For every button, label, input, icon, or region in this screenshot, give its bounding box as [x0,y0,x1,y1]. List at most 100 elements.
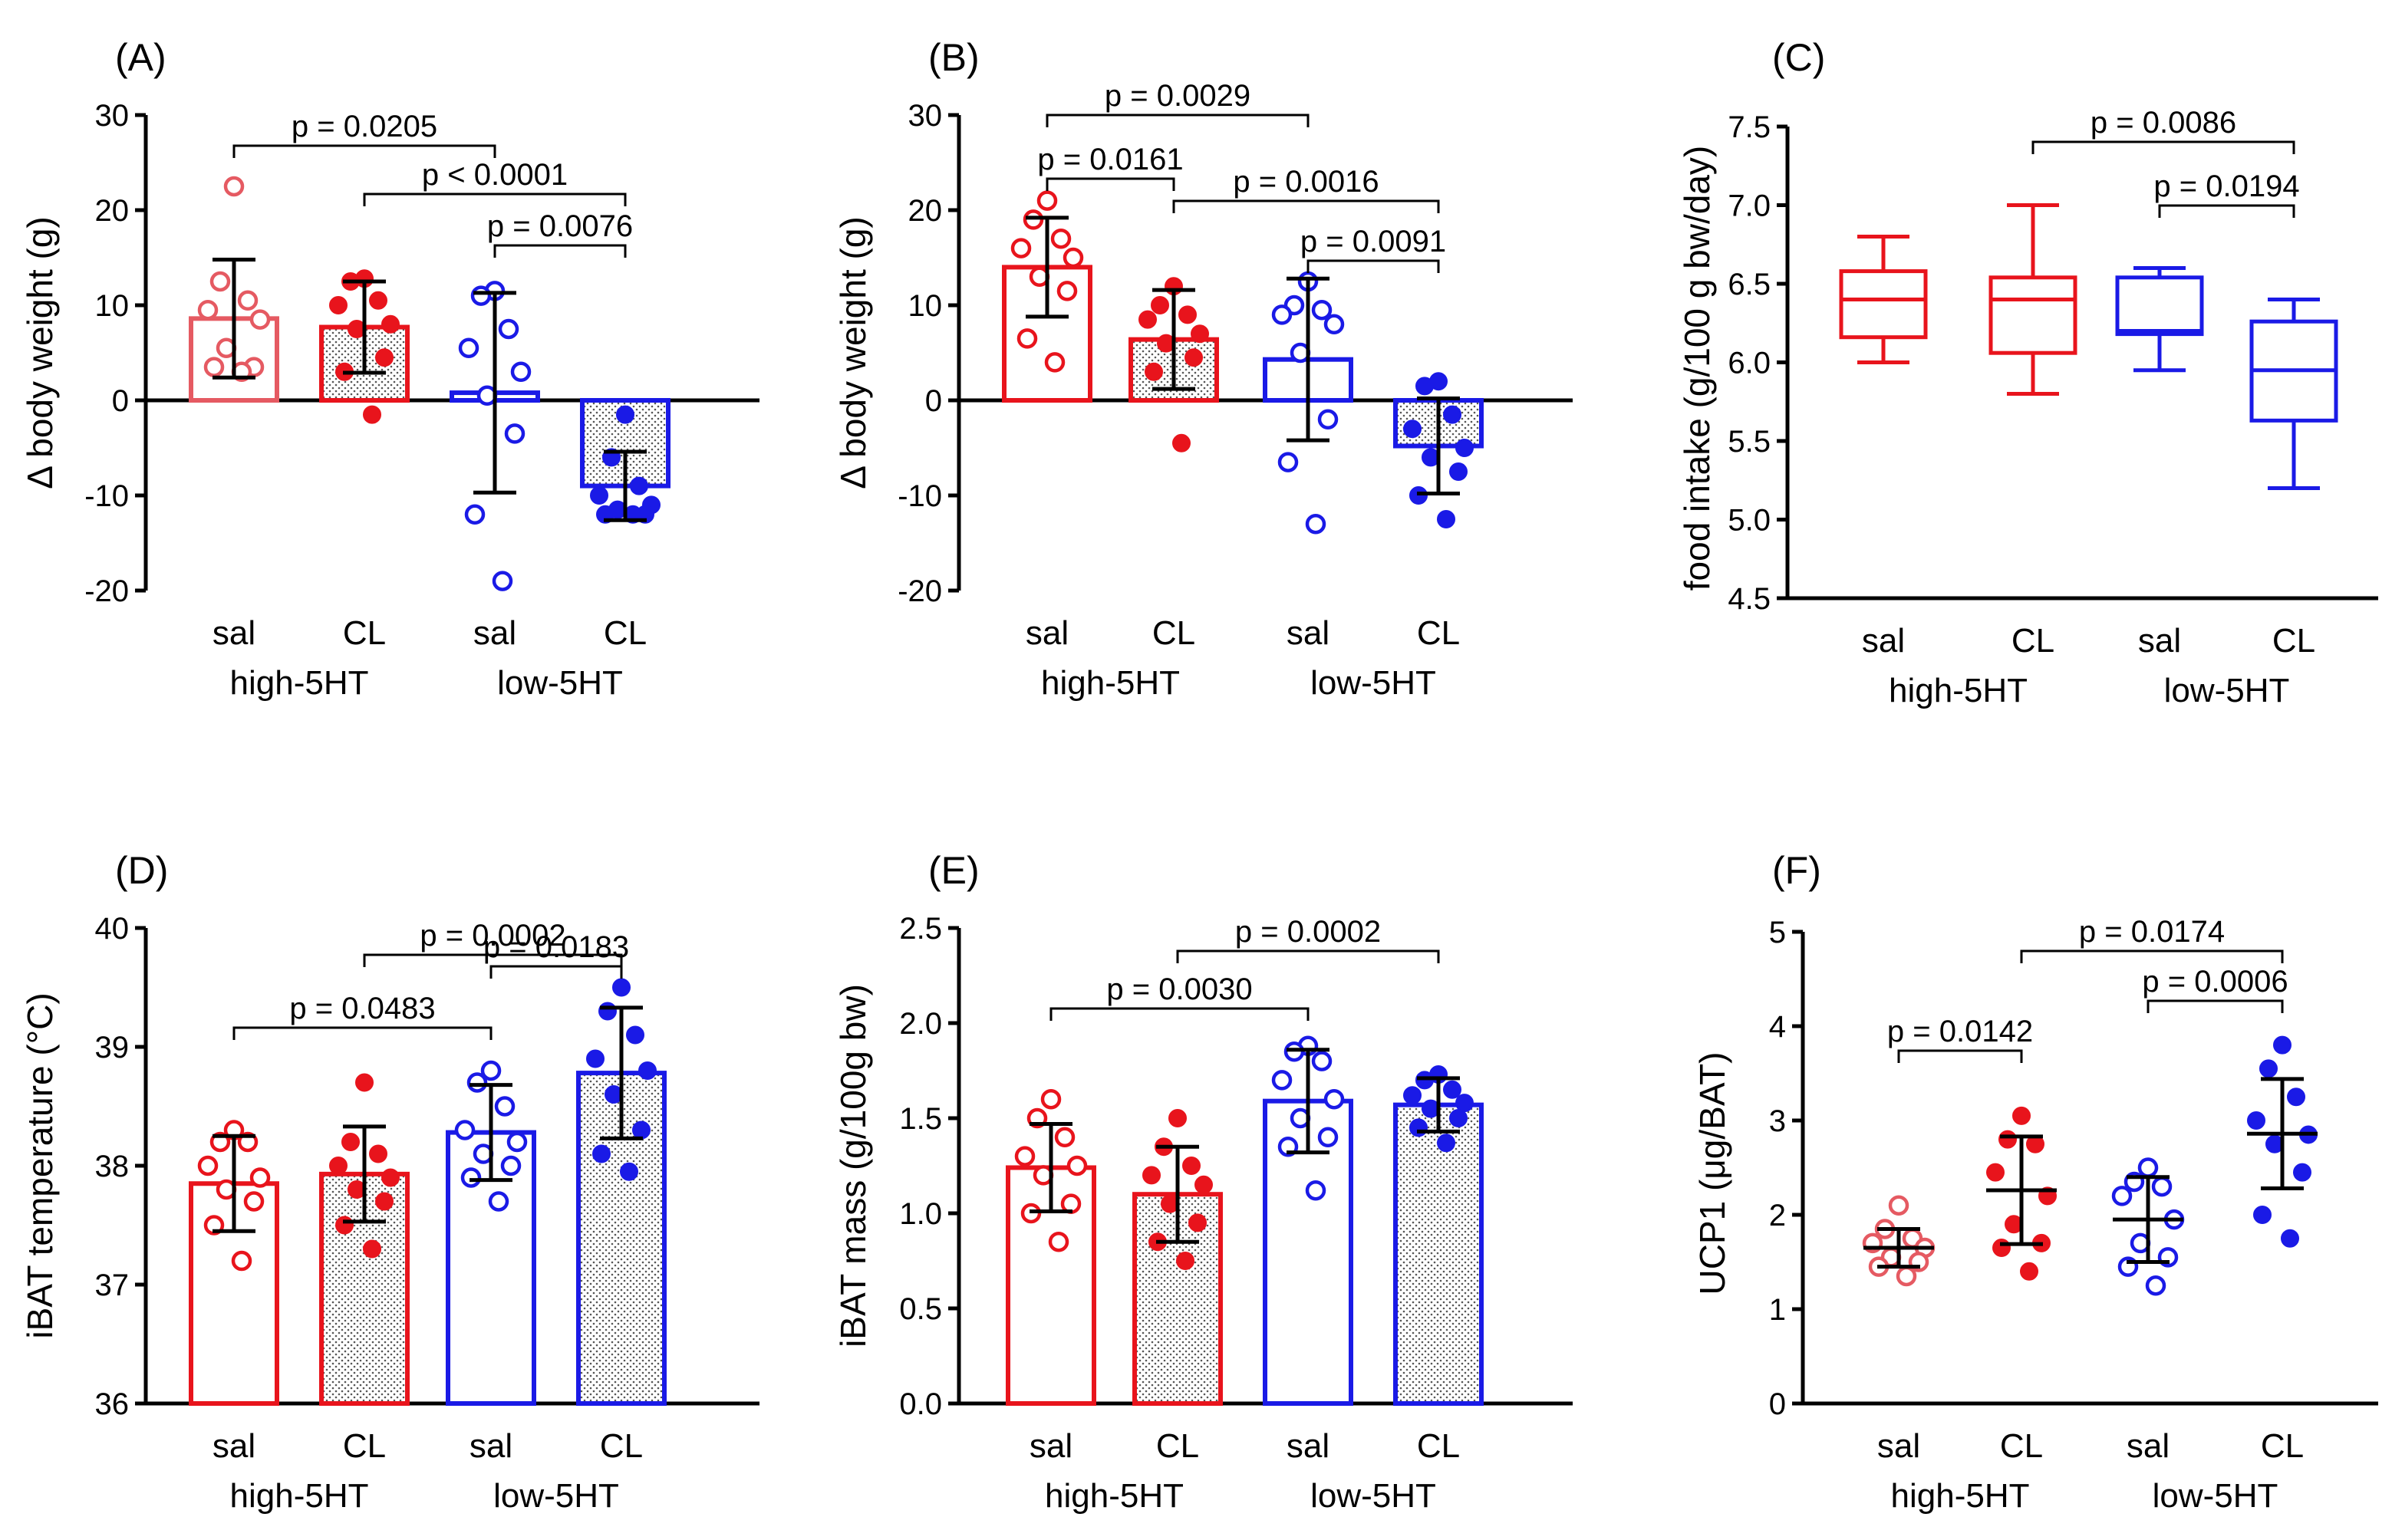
data-point [341,1133,360,1151]
data-point [197,299,219,321]
y-tick-label: 4 [1769,1010,1786,1044]
data-point [329,1157,348,1175]
y-tick-label: 2 [1769,1199,1786,1232]
data-point [1449,1109,1468,1127]
data-point [1176,1252,1194,1270]
data-point [1014,1146,1036,1167]
y-tick-label: 30 [95,99,130,133]
data-point [500,1155,522,1176]
data-point [1271,304,1293,325]
y-tick-label: 1 [1769,1293,1786,1327]
p-value-label: p < 0.0001 [422,158,568,192]
y-tick-label: -20 [84,574,129,608]
y-axis-label: food intake (g/100 g bw/day) [1677,146,1717,591]
data-point [1010,238,1032,258]
data-point [616,405,634,424]
data-point [1323,314,1345,335]
data-point [355,1073,374,1092]
y-tick-label: 10 [95,289,130,323]
significance-bracket [1046,114,1310,127]
data-point [460,1167,482,1188]
p-value-label: p = 0.0086 [2091,106,2236,140]
x-group-label: low-5HT [2153,1477,2278,1515]
panel-b: (B) Δ body weight (g) -20 -10 0 10 20 30 sal CL sa… [833,36,1573,702]
data-point [1048,1231,1069,1252]
data-point [630,476,648,495]
data-point [1443,1080,1461,1099]
bar [1393,1102,1484,1406]
data-point [197,1155,219,1176]
p-value-label: p = 0.0183 [483,930,629,964]
data-point [504,423,526,444]
y-tick-label: 36 [95,1387,130,1421]
y-tick-label: 20 [908,194,943,228]
significance-bracket [1897,1049,2023,1063]
y-tick-label: 4.5 [1728,582,1771,616]
panel-a: (A) Δ body weight (g) -20 -10 0 10 20 30 sal CL sa… [20,36,759,702]
x-category-label: sal [2138,622,2181,660]
data-point [2293,1163,2311,1182]
data-point [1317,409,1339,430]
data-point [1194,1175,1213,1194]
panel-letter: (E) [928,849,980,892]
data-point [375,1192,394,1211]
data-point [2151,1176,2173,1197]
data-point [1016,328,1038,349]
data-point [2111,1186,2133,1206]
data-point [470,285,492,306]
data-point [2281,1229,2299,1248]
panel-letter: (F) [1772,849,1821,892]
data-point [1054,1127,1076,1148]
y-axis-label: iBAT temperature (°C) [20,992,60,1338]
data-point [1888,1195,1909,1216]
x-category-label: CL [1417,614,1460,652]
x-group-label: high-5HT [230,1477,369,1515]
data-point [335,1216,354,1235]
x-category-label: CL [604,614,647,652]
p-value-label: p = 0.0483 [289,992,435,1025]
y-tick-label: -10 [84,479,129,513]
data-point [243,1191,265,1212]
significance-bracket [1306,259,1440,273]
y-tick-label: -10 [898,479,942,513]
y-tick-label: 7.5 [1728,110,1771,144]
significance-bracket [1176,949,1440,963]
data-point [1986,1163,2005,1182]
panel-c: (C) food intake (g/100 g bw/day) 4.5 5.0 5.5… [1677,36,2378,709]
y-tick-label: 5 [1769,916,1786,949]
data-point [1271,1070,1293,1091]
data-point [1044,352,1066,373]
y-tick-label: 0 [112,384,129,418]
y-tick-label: 3 [1769,1104,1786,1138]
data-point [1145,362,1163,381]
significance-bracket [2020,949,2284,963]
x-group-label: low-5HT [1310,1477,1436,1515]
data-point [1066,1155,1088,1176]
y-tick-label: 37 [95,1269,130,1302]
x-category-label: CL [343,1427,386,1465]
p-value-label: p = 0.0029 [1105,79,1250,113]
y-tick-label: 1.0 [899,1197,942,1231]
data-point [1455,439,1474,457]
y-tick-label: 39 [95,1031,130,1065]
data-point [1138,310,1157,329]
data-point [1142,1166,1161,1185]
p-value-label: p = 0.0002 [420,919,565,953]
data-point [464,504,486,525]
data-point [369,1144,387,1163]
data-point [209,271,231,292]
data-point [498,318,519,340]
data-point [223,176,245,197]
panel-d: (D) iBAT temperature (°C) 36 37 38 39 40 sal CL s… [20,849,759,1515]
panel-letter: (C) [1772,36,1825,79]
significance-bracket [489,965,623,979]
x-category-label: sal [470,1427,512,1465]
data-point [1896,1265,1917,1287]
y-tick-label: 2.0 [899,1007,942,1041]
box [1839,269,1928,340]
data-point [1449,462,1468,481]
y-tick-label: 0 [925,384,942,418]
data-point [381,314,400,334]
data-point [203,357,225,377]
